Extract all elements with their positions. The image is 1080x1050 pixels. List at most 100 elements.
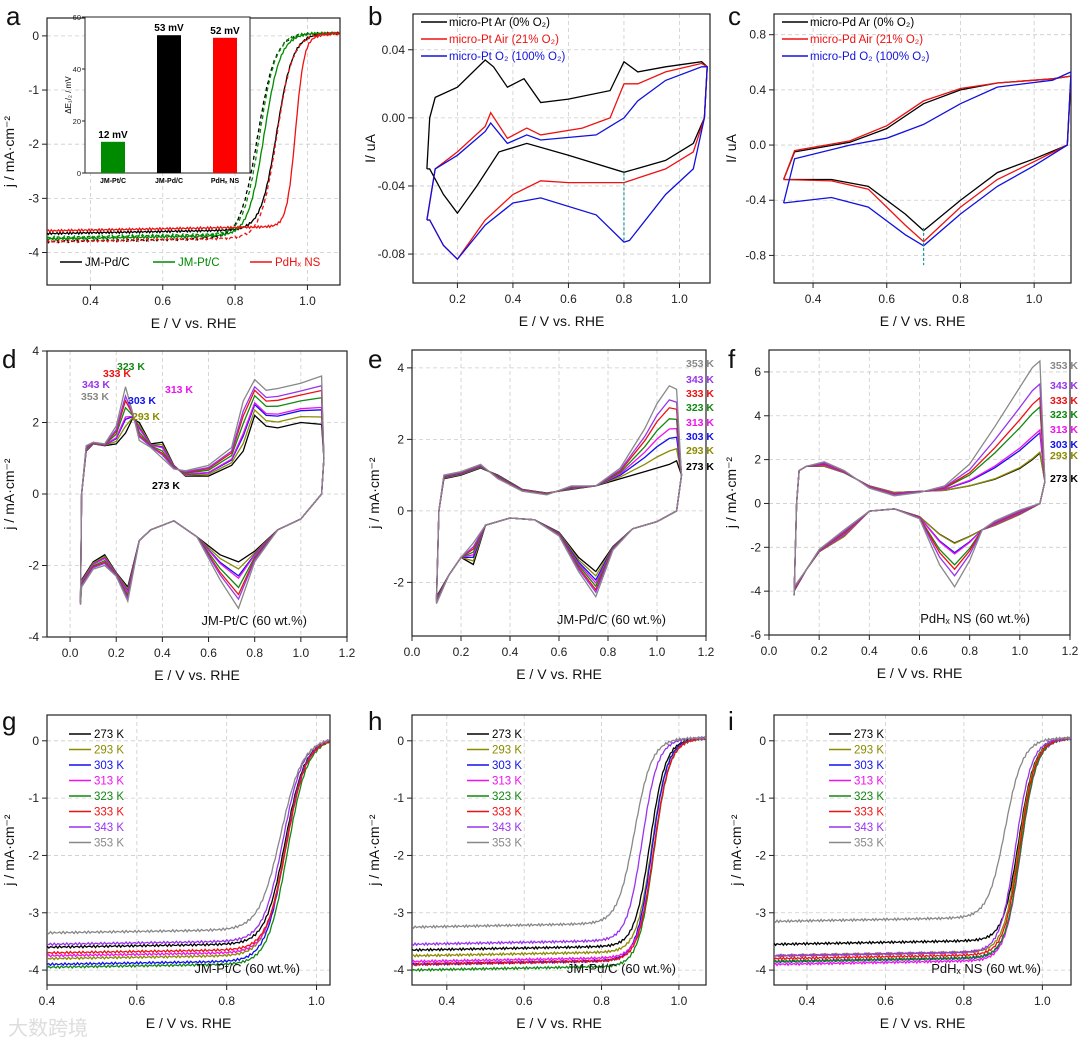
x-axis-label: E / V vs. RHE [151, 315, 237, 331]
temperature-label: 273 K [686, 461, 714, 473]
x-axis-label: E / V vs. RHE [516, 1015, 602, 1031]
panel-f: f 0.0 0.2 0.4 0.6 0.8 1.0 1.2 6 4 2 0 -2 -4 -6 E / V vs… [723, 344, 1079, 681]
x-tick-label: 0.6 [878, 292, 895, 306]
y-axis-label: j / mA·cm⁻² [366, 457, 382, 529]
legend-label: 293 K [492, 745, 522, 757]
y-tick-label: 0.00 [382, 111, 406, 125]
temperature-label: 333 K [1050, 395, 1078, 407]
legend-label: JM-Pd/C [85, 257, 130, 269]
y-tick-label: 0 [397, 734, 404, 748]
panel-d: d 0.0 0.2 0.4 0.6 0.8 1.0 1.2 4 2 0 -2 -4 E / V vs. R… [1, 344, 356, 683]
panel-annotation: JM-Pd/C (60 wt.%) [567, 961, 676, 976]
series-line-O2 [426, 66, 708, 261]
legend-label: 353 K [94, 838, 124, 850]
panel-letter: d [2, 344, 16, 374]
temperature-label: 303 K [128, 395, 156, 407]
series-group [774, 735, 1071, 967]
temperature-label: 333 K [103, 368, 131, 380]
x-axis-label: E / V vs. RHE [880, 313, 966, 329]
temperature-label: 353 K [1050, 360, 1078, 372]
y-tick-label: 4 [754, 409, 761, 423]
y-tick-label: -4 [393, 963, 404, 977]
y-tick-label: -4 [28, 246, 39, 260]
x-tick-label: 0.2 [811, 644, 828, 658]
x-tick-label: 1.0 [671, 994, 688, 1008]
x-tick-label: 0.6 [551, 645, 568, 659]
temperature-label: 273 K [152, 480, 180, 492]
x-axis-label: E / V vs. RHE [516, 666, 602, 682]
panel-letter: c [728, 1, 741, 31]
panel-letter: b [368, 1, 382, 31]
y-tick-label: 4 [397, 361, 404, 375]
legend-label: 303 K [492, 760, 522, 772]
y-tick-label: 0.4 [749, 83, 766, 97]
legend-label: 343 K [854, 822, 884, 834]
x-tick-label: 0.4 [861, 644, 878, 658]
y-tick-label: 0 [397, 504, 404, 518]
series-line-293-K [47, 739, 330, 961]
series-line-PdH-NS-dashed- [47, 31, 340, 244]
y-tick-label: 0.0 [749, 138, 766, 152]
series-line-O2 [782, 71, 1071, 247]
y-tick-label: -2 [755, 848, 766, 862]
series-line-323-K [774, 736, 1071, 964]
legend-label: 293 K [94, 745, 124, 757]
legend-label: micro-Pd Ar (0% O₂) [810, 17, 914, 29]
legend-label: 273 K [492, 729, 522, 741]
inset-y-tick-label: 0 [77, 169, 81, 178]
series-line-333-K [412, 736, 706, 967]
legend-label: micro-Pt Air (21% O₂) [449, 34, 559, 46]
inset-bar-value-label: 53 mV [154, 23, 184, 34]
series-line-303-K [774, 736, 1071, 964]
plot-frame [46, 350, 348, 638]
temperature-label: 353 K [686, 358, 714, 370]
inset-bar [101, 141, 125, 173]
x-tick-label: 0.8 [952, 292, 969, 306]
panel-c: c 0.4 0.6 0.8 1.0 0.8 0.4 0.0 -0.4 -0.8 E / V vs. … [723, 1, 1072, 329]
x-tick-label: 1.2 [339, 646, 356, 660]
x-tick-label: 0.2 [453, 645, 470, 659]
panel-annotation: JM-Pd/C (60 wt.%) [557, 612, 666, 627]
y-tick-label: -1 [28, 83, 39, 97]
y-tick-label: -2 [28, 559, 39, 573]
x-tick-label: 1.0 [1034, 994, 1051, 1008]
series-line-293-K [793, 450, 1046, 596]
temperature-label: 313 K [165, 384, 193, 396]
y-tick-label: -3 [393, 906, 404, 920]
x-tick-label: 0.2 [449, 292, 466, 306]
panel-h: h 0.4 0.6 0.8 1.0 0 -1 -2 -3 -4 E / V vs. RHE j / m… [366, 706, 707, 1031]
temperature-label: 273 K [1050, 473, 1078, 485]
legend-label: 313 K [94, 776, 124, 788]
x-axis-label: E / V vs. RHE [877, 665, 963, 681]
x-tick-label: 1.2 [698, 645, 715, 659]
x-tick-label: 0.8 [227, 294, 244, 308]
series-line-333-K [47, 740, 330, 955]
x-tick-label: 0.6 [560, 292, 577, 306]
plot-frame [46, 714, 331, 986]
temperature-label: 293 K [132, 411, 160, 423]
inset-bar [213, 37, 237, 173]
x-tick-label: 0.2 [108, 646, 125, 660]
plot-frame [773, 714, 1072, 986]
y-tick-label: 0.04 [382, 43, 406, 57]
series-line-323-K [435, 418, 683, 602]
x-tick-label: 0.6 [154, 294, 171, 308]
temperature-label: 333 K [686, 388, 714, 400]
y-tick-label: 0 [759, 734, 766, 748]
x-tick-label: 0.8 [600, 645, 617, 659]
temperature-label: 303 K [1050, 439, 1078, 451]
series-group [793, 359, 1046, 596]
series-line-JM-Pd-C-dashed- [47, 30, 340, 244]
x-tick-label: 1.0 [671, 292, 688, 306]
x-axis-label: E / V vs. RHE [519, 313, 605, 329]
panel-letter: h [368, 706, 382, 736]
y-tick-label: -2 [28, 848, 39, 862]
series-line-313-K [47, 741, 330, 958]
legend-label: 323 K [854, 791, 884, 803]
panel-g: g 0.4 0.6 0.8 1.0 0 -1 -2 -3 -4 E / V vs. RHE j / m… [1, 706, 331, 1031]
y-tick-label: -3 [28, 191, 39, 205]
legend-label: micro-Pd O₂ (100% O₂) [810, 51, 930, 63]
x-tick-label: 0.8 [616, 292, 633, 306]
